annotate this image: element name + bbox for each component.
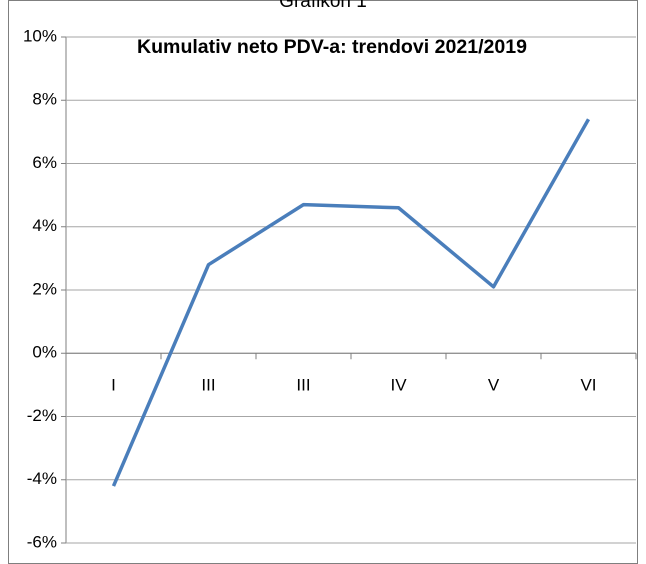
y-tick-label: 4% — [32, 216, 57, 235]
caption: Grafikon 1 — [279, 0, 367, 12]
x-tick-label: V — [488, 376, 500, 395]
y-tick-label: 2% — [32, 279, 57, 298]
y-tick-label: 8% — [32, 90, 57, 109]
x-tick-label: VI — [580, 376, 596, 395]
data-line — [111, 118, 591, 487]
y-tick-label: 10% — [23, 26, 57, 45]
y-tick-label: 6% — [32, 153, 57, 172]
y-tick-label: -2% — [27, 406, 57, 425]
y-tick-label: -6% — [27, 532, 57, 551]
x-tick-label: I — [111, 376, 116, 395]
chart-frame — [8, 0, 638, 564]
chart-title: Kumulativ neto PDV-a: trendovi 2021/2019 — [137, 37, 527, 58]
x-tick-label: III — [296, 376, 310, 395]
y-tick-label: -4% — [27, 469, 57, 488]
y-tick-label: 0% — [32, 343, 57, 362]
x-tick-label: III — [201, 376, 215, 395]
x-tick-label: IV — [390, 376, 407, 395]
